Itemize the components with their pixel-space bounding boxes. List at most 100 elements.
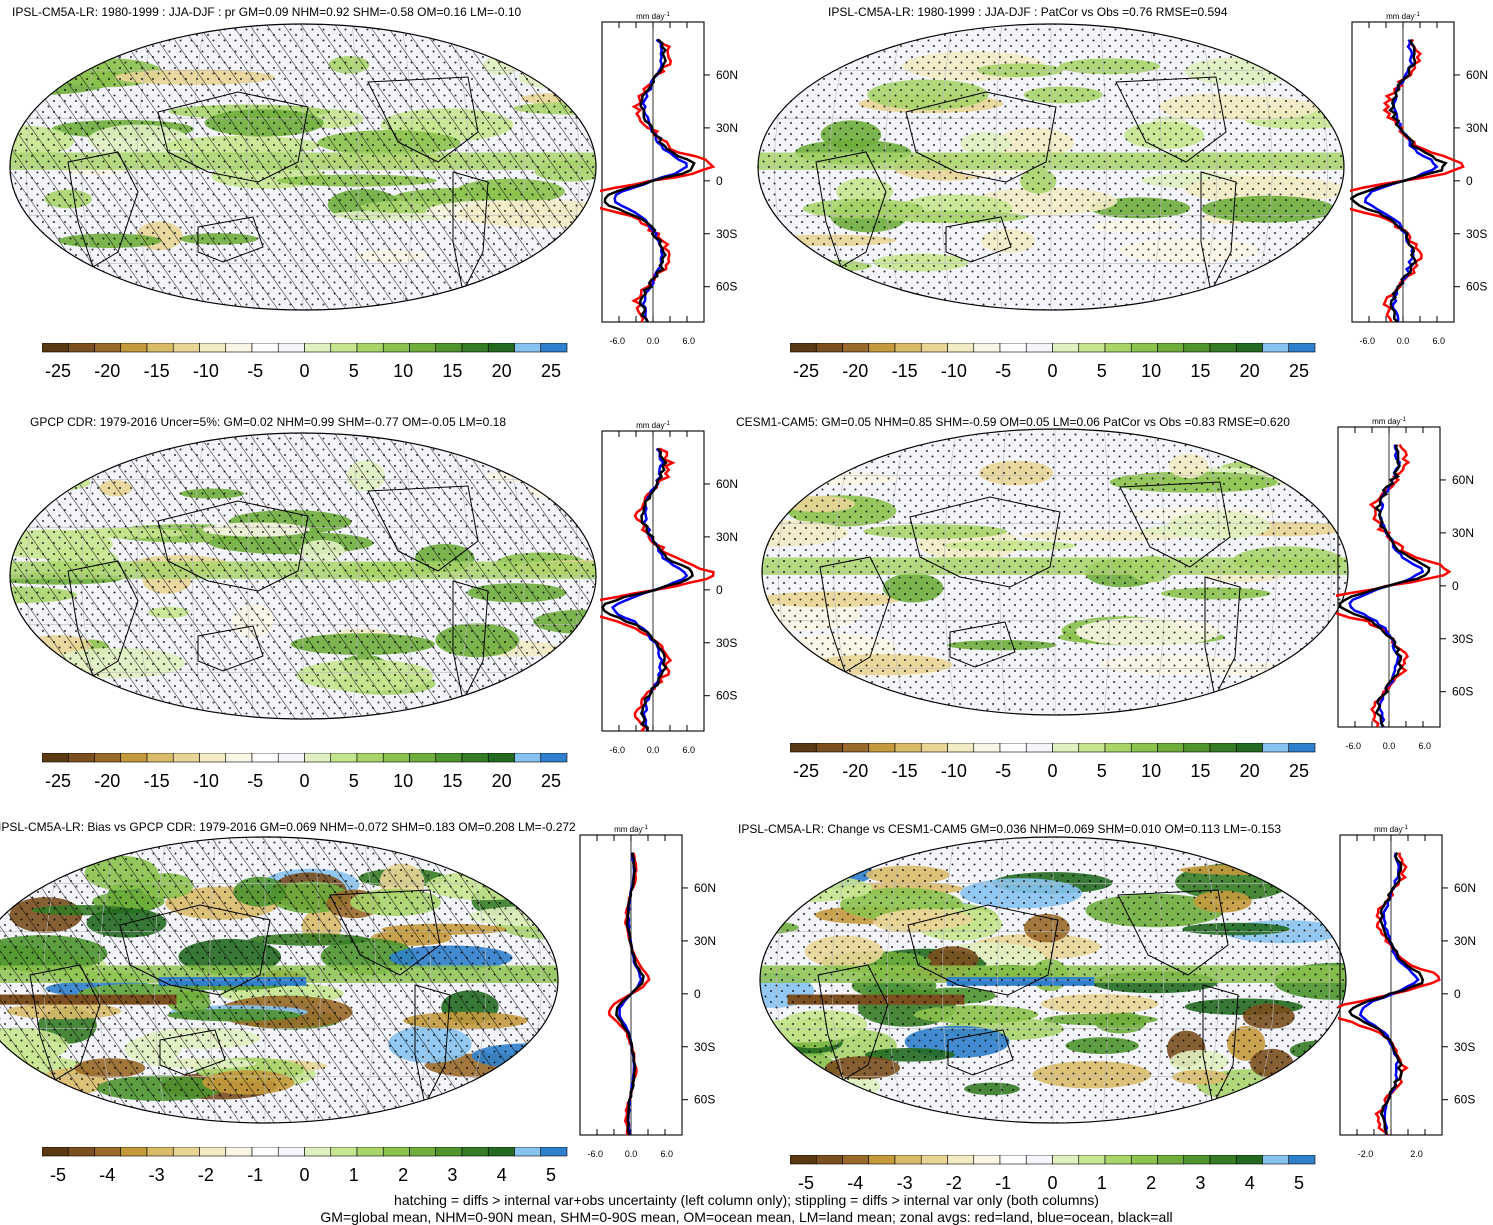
profile-x-tick: 6.0 — [660, 1149, 673, 1158]
profile-x-tick: -6.0 — [1346, 741, 1362, 750]
profile-x-tick: -6.0 — [1360, 336, 1376, 345]
colorbar-label: 5 — [349, 771, 359, 791]
panel-title: IPSL-CM5A-LR: 1980-1999 : JJA-DJF : PatC… — [828, 5, 1228, 19]
profile-lat-tick: 30S — [1454, 1040, 1475, 1054]
colorbar-label: 5 — [1294, 1173, 1304, 1193]
colorbar-label: 25 — [541, 361, 561, 381]
colorbar-label: 4 — [497, 1165, 507, 1185]
profile-x-tick: 0.0 — [1383, 741, 1396, 750]
profile-lat-tick: 30N — [1452, 526, 1474, 540]
profile-lat-tick: 0 — [716, 174, 723, 188]
profile-x-tick: 6.0 — [1432, 336, 1445, 345]
profile-x-tick: 6.0 — [682, 745, 695, 754]
colorbar-label: 15 — [442, 771, 462, 791]
profile-x-tick: 2.0 — [1410, 1149, 1423, 1158]
profile-lat-tick: 60N — [1466, 68, 1488, 82]
colorbar-label: -5 — [995, 361, 1011, 381]
panel-title: IPSL-CM5A-LR: Bias vs GPCP CDR: 1979-201… — [0, 820, 576, 834]
colorbar-label: 2 — [398, 1165, 408, 1185]
colorbar-label: 20 — [1240, 761, 1260, 781]
profile-lat-tick: 0 — [716, 583, 723, 597]
colorbar-label: 20 — [1240, 361, 1260, 381]
zonal-profile-p1: 60N 30N 0 30S 60S -6.0 0.0 6.0 mm day-1 — [600, 12, 738, 345]
profile-lat-tick: 30N — [716, 530, 738, 544]
colorbar-label: 5 — [349, 361, 359, 381]
colorbar-label: 0 — [299, 361, 309, 381]
colorbar-label: -1 — [247, 1165, 263, 1185]
profile-lat-tick: 60S — [716, 689, 737, 703]
profile-x-tick: -6.0 — [610, 745, 626, 754]
zonal-profile-p5: 60N 30N 0 30S 60S -6.0 0.0 6.0 mm day-1 — [579, 825, 716, 1158]
map-p2 — [757, 23, 1345, 311]
colorbar-label: 10 — [393, 361, 413, 381]
profile-x-tick: -2.0 — [1358, 1149, 1374, 1158]
colorbar-label: 1 — [1097, 1173, 1107, 1193]
profile-lat-tick: 30N — [694, 934, 716, 948]
colorbar-label: -10 — [193, 771, 219, 791]
zonal-profile-p3: 60N 30N 0 30S 60S -6.0 0.0 6.0 mm day-1 — [600, 421, 738, 754]
colorbar-label: 0 — [1047, 761, 1057, 781]
profile-lat-tick: 30S — [1452, 632, 1473, 646]
colorbar-label: 0 — [1047, 1173, 1057, 1193]
profile-lat-tick: 0 — [694, 987, 701, 1001]
colorbar-label: 20 — [492, 771, 512, 791]
profile-lat-tick: 0 — [1452, 579, 1459, 593]
colorbar-label: -5 — [247, 361, 263, 381]
colorbar-label: -20 — [94, 361, 120, 381]
profile-unit: mm day-1 — [614, 825, 648, 834]
colorbar-label: 10 — [1141, 361, 1161, 381]
footer-line-1: hatching = diffs > internal var+obs unce… — [394, 1192, 1099, 1208]
colorbar-label: 25 — [1289, 361, 1309, 381]
profile-lat-tick: 60N — [716, 68, 738, 82]
profile-lat-tick: 60S — [1466, 280, 1487, 294]
colorbar-label: -10 — [941, 761, 967, 781]
profile-lat-tick: 30S — [716, 636, 737, 650]
profile-lat-tick: 30S — [694, 1040, 715, 1054]
map-p3 — [9, 432, 597, 720]
colorbar-label: -20 — [842, 361, 868, 381]
colorbar-p3: -25 -20 -15 -10 -5 0 5 10 15 20 25 — [42, 753, 568, 791]
map-p1 — [9, 23, 597, 311]
profile-x-tick: 0.0 — [1397, 336, 1410, 345]
colorbar-label: -25 — [45, 771, 71, 791]
profile-lat-tick: 60N — [1452, 473, 1474, 487]
colorbar-label: -2 — [198, 1165, 214, 1185]
profile-lat-tick: 0 — [1454, 987, 1461, 1001]
colorbar-label: -3 — [149, 1165, 165, 1185]
colorbar-label: 0 — [299, 1165, 309, 1185]
colorbar-label: -5 — [995, 761, 1011, 781]
colorbar-label: 4 — [1245, 1173, 1255, 1193]
colorbar-label: -5 — [247, 771, 263, 791]
colorbar-label: -15 — [144, 771, 170, 791]
colorbar-label: -15 — [892, 761, 918, 781]
colorbar-label: 15 — [1190, 361, 1210, 381]
colorbar-label: -4 — [99, 1165, 115, 1185]
profile-x-tick: 0.0 — [647, 745, 660, 754]
profile-lat-tick: 30N — [716, 121, 738, 135]
colorbar-label: -20 — [842, 761, 868, 781]
colorbar-label: -15 — [144, 361, 170, 381]
colorbar-p5: -5 -4 -3 -2 -1 0 1 2 3 4 5 — [42, 1147, 568, 1185]
profile-unit: mm day-1 — [1372, 417, 1406, 426]
profile-x-tick: -6.0 — [610, 336, 626, 345]
colorbar-label: 25 — [541, 771, 561, 791]
colorbar-p6: -5 -4 -3 -2 -1 0 1 2 3 4 5 — [790, 1155, 1316, 1193]
zonal-profile-p4: 60N 30N 0 30S 60S -6.0 0.0 6.0 mm day-1 — [1336, 417, 1474, 750]
colorbar-label: 5 — [1097, 361, 1107, 381]
colorbar-label: 10 — [393, 771, 413, 791]
profile-x-tick: 6.0 — [1418, 741, 1431, 750]
map-p6 — [759, 836, 1347, 1124]
colorbar-label: 25 — [1289, 761, 1309, 781]
footer-line-2: GM=global mean, NHM=0-90N mean, SHM=0-90… — [320, 1209, 1173, 1225]
colorbar-label: -25 — [45, 361, 71, 381]
profile-unit: mm day-1 — [636, 12, 670, 21]
colorbar-label: -3 — [897, 1173, 913, 1193]
colorbar-p2: -25 -20 -15 -10 -5 0 5 10 15 20 25 — [790, 343, 1316, 381]
colorbar-label: -2 — [946, 1173, 962, 1193]
panel-title: IPSL-CM5A-LR: 1980-1999 : JJA-DJF : pr G… — [12, 5, 522, 19]
profile-lat-tick: 30S — [1466, 227, 1487, 241]
colorbar-label: 0 — [1047, 361, 1057, 381]
profile-lat-tick: 60S — [1452, 685, 1473, 699]
profile-lat-tick: 60N — [1454, 881, 1476, 895]
profile-lat-tick: 60S — [1454, 1093, 1475, 1107]
